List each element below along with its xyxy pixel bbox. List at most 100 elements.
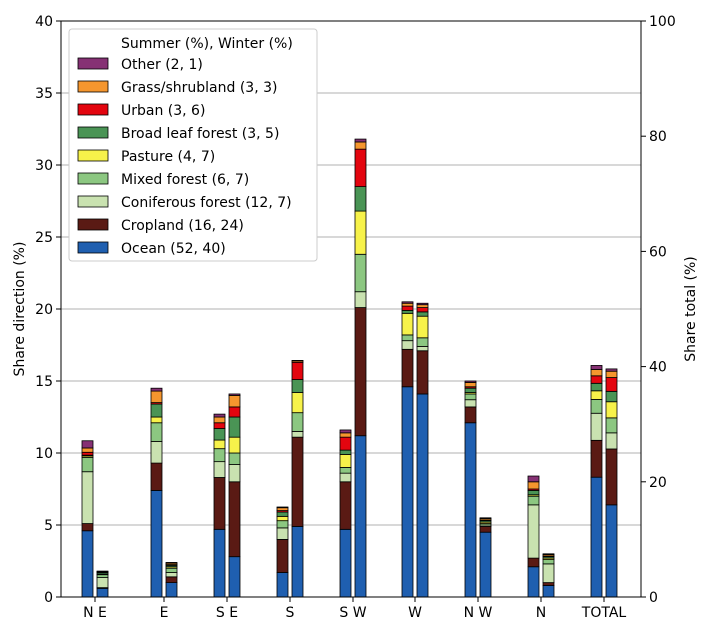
bar-segment xyxy=(81,523,94,532)
legend-label: Urban (3, 6) xyxy=(121,103,205,119)
bar-segment xyxy=(228,464,241,483)
legend-label: Grass/shrubland (3, 3) xyxy=(121,80,278,96)
x-axis: N E E S E S S W W N W N TOTAL xyxy=(83,597,626,619)
bar-segment xyxy=(276,507,289,512)
bar-segment xyxy=(339,472,352,483)
bar-segment xyxy=(590,476,603,598)
right-y-axis: 0 20 40 60 80 100 xyxy=(641,14,676,606)
bar-segment xyxy=(213,416,226,424)
y2-tick-label: 20 xyxy=(649,475,667,491)
bar-segment xyxy=(542,563,555,584)
bar-segment xyxy=(213,461,226,478)
bar-segment xyxy=(605,377,618,392)
bar-segment xyxy=(401,312,414,336)
bar-segment xyxy=(96,587,109,598)
bar-segment xyxy=(339,429,352,434)
bar-segment xyxy=(542,553,555,555)
y-tick-label: 35 xyxy=(35,86,53,102)
bar-segment xyxy=(354,435,367,598)
bar-segment xyxy=(590,365,603,370)
bar-segment xyxy=(590,382,603,392)
bar-segment xyxy=(228,436,241,454)
x-tick-label: S W xyxy=(339,605,366,619)
bar-segment xyxy=(228,394,241,408)
bar-segment xyxy=(401,302,414,307)
y-axis-title: Share direction (%) xyxy=(12,242,28,377)
y-tick-label: 40 xyxy=(35,14,53,30)
bar-segment xyxy=(464,393,477,401)
bar-segment xyxy=(401,348,414,388)
legend-label: Cropland (16, 24) xyxy=(121,218,244,234)
legend-title: Summer (%), Winter (%) xyxy=(121,36,293,52)
bar-segment xyxy=(354,307,367,437)
legend-swatch xyxy=(77,172,109,185)
bar-segment xyxy=(81,530,94,598)
x-tick-label: N W xyxy=(464,605,493,619)
bar-segment xyxy=(527,495,540,506)
bar-segment xyxy=(354,148,367,188)
bar-segment xyxy=(339,432,352,438)
y2-tick-label: 40 xyxy=(649,360,667,376)
bar-segment xyxy=(354,210,367,255)
bar-segment xyxy=(228,481,241,558)
bar-segment xyxy=(416,350,429,395)
bar-segment xyxy=(542,559,555,565)
bar-segment xyxy=(291,361,304,380)
bar-segment xyxy=(81,471,94,524)
bar-segment xyxy=(464,422,477,598)
bar-segment xyxy=(150,490,163,598)
legend-label: Mixed forest (6, 7) xyxy=(121,172,249,188)
bar-segment xyxy=(291,379,304,393)
bar-segment xyxy=(165,582,178,598)
bar-segment xyxy=(165,576,178,584)
bar-segment xyxy=(479,517,492,519)
legend-label: Ocean (52, 40) xyxy=(121,241,226,257)
bar-segment xyxy=(339,481,352,530)
bars xyxy=(81,138,618,598)
bar-segment xyxy=(150,403,163,418)
bar-segment xyxy=(276,511,289,517)
bar-segment xyxy=(416,315,429,339)
bar-segment xyxy=(276,520,289,529)
bar-segment xyxy=(605,390,618,403)
left-y-axis: 0 5 10 15 20 25 30 35 40 xyxy=(35,14,61,606)
bar-segment xyxy=(291,436,304,527)
legend-swatch xyxy=(77,149,109,162)
y2-tick-label: 80 xyxy=(649,129,667,145)
bar-segment xyxy=(213,439,226,450)
bar-segment xyxy=(81,447,94,453)
bar-segment xyxy=(339,436,352,451)
x-tick-label: S xyxy=(286,605,295,619)
legend-swatch xyxy=(77,126,109,139)
bar-segment xyxy=(605,448,618,506)
bar-segment xyxy=(401,340,414,350)
bar-segment xyxy=(590,390,603,400)
bar-segment xyxy=(605,432,618,450)
bar-segment xyxy=(605,401,618,419)
bar-segment xyxy=(213,528,226,598)
y2-tick-label: 0 xyxy=(649,590,658,606)
bar-segment xyxy=(416,337,429,347)
bar-segment xyxy=(339,466,352,474)
bar-segment xyxy=(416,393,429,598)
legend-swatch xyxy=(77,80,109,93)
bar-segment xyxy=(590,412,603,441)
bar-segment xyxy=(479,526,492,533)
bar-segment xyxy=(464,406,477,424)
legend: Summer (%), Winter (%) Other (2, 1) Grass… xyxy=(68,28,318,262)
bar-segment xyxy=(339,454,352,468)
x-tick-label: TOTAL xyxy=(581,605,627,619)
legend-label: Pasture (4, 7) xyxy=(121,149,215,165)
y-tick-label: 15 xyxy=(35,374,53,390)
bar-segment xyxy=(228,452,241,465)
bar-segment xyxy=(416,346,429,352)
y-tick-label: 25 xyxy=(35,230,53,246)
bar-segment xyxy=(590,369,603,377)
bar-segment xyxy=(213,428,226,441)
bar-segment xyxy=(416,307,429,313)
bar-segment xyxy=(401,305,414,311)
bar-segment xyxy=(213,422,226,429)
bar-segment xyxy=(401,386,414,598)
bar-segment xyxy=(276,515,289,522)
bar-segment xyxy=(228,393,241,396)
